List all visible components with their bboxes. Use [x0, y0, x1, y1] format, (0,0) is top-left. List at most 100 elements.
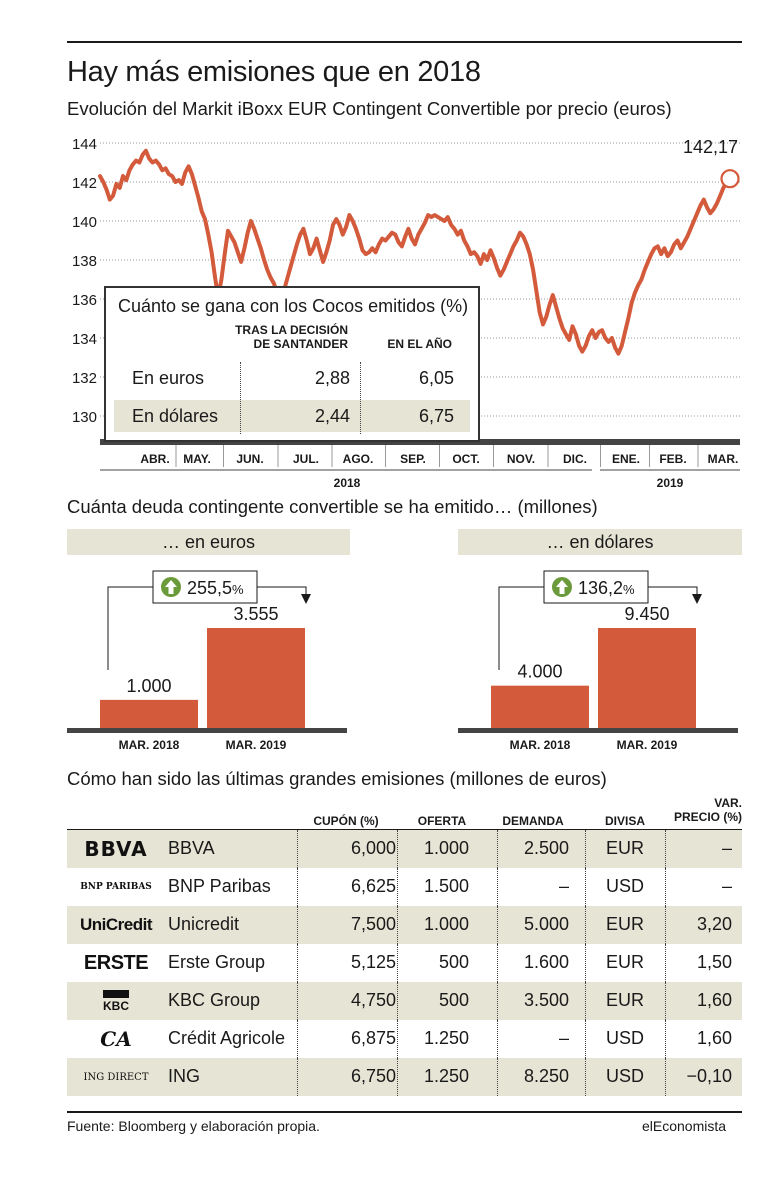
cell-oferta: 1.000 [423, 914, 469, 934]
x-tick-label: ENE. [612, 452, 640, 466]
bar-baseline [67, 728, 347, 733]
column-divider [397, 830, 398, 868]
column-divider [497, 982, 498, 1020]
bank-name: BNP Paribas [168, 876, 271, 896]
x-tick-label: ABR. [140, 452, 169, 466]
inset-row: En euros 2,88 6,05 [114, 362, 470, 394]
bar [100, 699, 198, 728]
line-chart: 144 142 140 138 136 134 132 130 ABR. MAY. JUN. JUL… [72, 136, 740, 490]
bank-logo: KBC [67, 982, 165, 1020]
y-tick-label: 132 [72, 370, 97, 387]
bank-name: Crédit Agricole [168, 1028, 286, 1048]
inset-row-value-b: 6,75 [418, 406, 454, 426]
inset-row: En dólares 2,44 6,75 [114, 400, 470, 432]
x-tick-label: OCT. [452, 452, 479, 466]
cell-var-precio: 3,20 [696, 914, 732, 934]
cell-divisa: EUR [605, 838, 644, 858]
change-badge: 136,2% [543, 570, 649, 604]
column-divider [497, 1020, 498, 1058]
cell-demanda: 5.000 [523, 914, 569, 934]
year-label: 2019 [657, 476, 684, 490]
table-row: BNP PARIBAS BNP Paribas 6,625 1.500 – USD – [67, 868, 742, 906]
inset-row-value-a: 2,44 [314, 406, 350, 426]
x-axis-band [100, 439, 740, 445]
col-header-var-line2: PRECIO (%) [673, 810, 742, 824]
bank-name: BBVA [168, 838, 215, 858]
bank-name: Erste Group [168, 952, 266, 972]
page-title: Hay más emisiones que en 2018 [67, 56, 481, 88]
col-header-var-line1: VAR. [714, 796, 742, 810]
table-row: BBVA BBVA 6,000 1.000 2.500 EUR – [67, 830, 742, 868]
up-arrow-glyph [556, 580, 568, 594]
bar-category-label: MAR. 2018 [119, 738, 180, 752]
cell-divisa: USD [605, 1028, 644, 1048]
column-divider [585, 830, 586, 868]
column-divider [585, 944, 586, 982]
inset-row-label: En euros [132, 368, 205, 388]
col-header-oferta: OFERTA [417, 814, 467, 828]
bank-logo-text: CA [100, 1027, 132, 1051]
inset-row-value-a: 2,88 [314, 368, 350, 388]
column-divider [585, 982, 586, 1020]
brand-name: elEconomista [642, 1118, 727, 1134]
column-divider [397, 982, 398, 1020]
col-header-divisa: DIVISA [604, 814, 645, 828]
cell-demanda: 2.500 [523, 838, 569, 858]
column-divider [297, 1058, 298, 1096]
cell-demanda: 1.600 [523, 952, 569, 972]
x-tick-label: SEP. [400, 452, 426, 466]
bar-category-label: MAR. 2019 [226, 738, 287, 752]
bar [491, 685, 589, 728]
bank-name: KBC Group [168, 990, 261, 1010]
column-divider [497, 830, 498, 868]
y-axis-ticks: 144 142 140 138 136 134 132 130 [72, 136, 97, 426]
cell-oferta: 500 [438, 952, 469, 972]
x-tick-label: JUN. [236, 452, 263, 466]
inset-divider [240, 362, 241, 434]
bank-logo-text: ERSTE [83, 951, 149, 974]
table-row: ING DIRECT ING 6,750 1.250 8.250 USD −0,10 [67, 1058, 742, 1096]
footer-rule [67, 1111, 742, 1113]
change-value: 136,2 [578, 578, 623, 598]
up-arrow-glyph [165, 580, 177, 594]
change-badge: 255,5% [152, 570, 258, 604]
bank-logo-text: ING DIRECT [83, 1071, 149, 1083]
column-divider [585, 906, 586, 944]
column-divider [397, 868, 398, 906]
cell-divisa: EUR [605, 952, 644, 972]
bank-logo: BBVA [67, 830, 165, 868]
cell-cupon: 5,125 [350, 952, 396, 972]
cell-var-precio: – [721, 876, 732, 896]
y-tick-label: 130 [72, 409, 97, 426]
cell-cupon: 6,625 [350, 876, 396, 896]
bar-baseline [458, 728, 738, 733]
cell-oferta: 1.000 [423, 838, 469, 858]
x-tick-label: AGO. [343, 452, 374, 466]
table-title: Cómo han sido las últimas grandes emisio… [67, 768, 607, 789]
column-divider [297, 982, 298, 1020]
column-divider [665, 982, 666, 1020]
source-note: Fuente: Bloomberg y elaboración propia. [67, 1118, 320, 1134]
bar-value-label: 9.450 [624, 604, 669, 624]
y-tick-label: 140 [72, 214, 97, 231]
table-row: UniCredit Unicredit 7,500 1.000 5.000 EUR 3,20 [67, 906, 742, 944]
bar-chart-euros: 1.000 MAR. 2018 3.555 MAR. 2019 255,5% [67, 570, 347, 752]
bank-name: Unicredit [168, 914, 240, 934]
col-header-var-precio: VAR. PRECIO (%) [658, 796, 742, 824]
bars-section-title: Cuánta deuda contingente convertible se … [67, 496, 598, 517]
column-divider [665, 1020, 666, 1058]
column-divider [665, 830, 666, 868]
inset-col-header-santander: TRAS LA DECISIÓN DE SANTANDER [226, 323, 348, 351]
bar-value-label: 3.555 [233, 604, 278, 624]
column-divider [297, 868, 298, 906]
y-tick-label: 134 [72, 331, 97, 348]
last-point-marker [720, 169, 740, 189]
column-divider [585, 1058, 586, 1096]
cell-divisa: EUR [605, 990, 644, 1010]
cell-var-precio: −0,10 [686, 1066, 732, 1086]
x-tick-label: DIC. [563, 452, 587, 466]
bank-logo: BNP PARIBAS [67, 868, 165, 906]
change-value: 255,5 [187, 578, 232, 598]
x-tick-label: MAR. [708, 452, 739, 466]
cell-cupon: 4,750 [350, 990, 396, 1010]
